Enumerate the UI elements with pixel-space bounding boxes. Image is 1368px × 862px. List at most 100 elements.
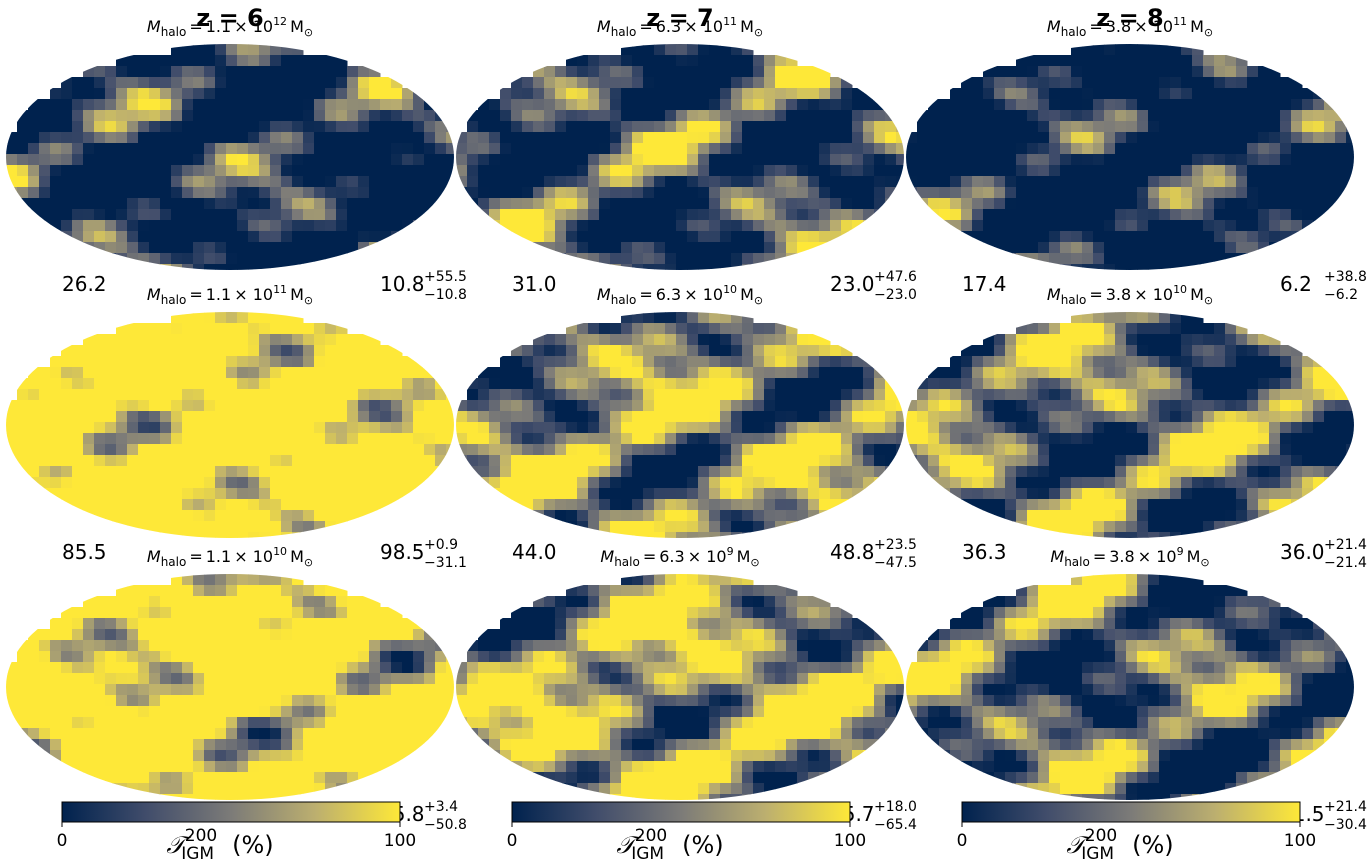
map-cell: [413, 411, 425, 423]
map-cell: [676, 433, 688, 445]
map-cell: [665, 521, 677, 533]
map-cell: [577, 121, 589, 133]
map-cell: [731, 695, 743, 707]
map-cell: [742, 88, 754, 100]
map-cell: [347, 422, 359, 434]
column-title: z = 6: [196, 4, 264, 32]
map-cell: [819, 640, 831, 652]
map-cell: [775, 739, 787, 751]
map-cell: [599, 695, 611, 707]
map-cell: [17, 466, 29, 478]
map-cell: [588, 66, 600, 78]
map-cell: [841, 499, 853, 511]
map-cell: [709, 55, 721, 67]
map-cell: [654, 411, 666, 423]
map-cell: [369, 143, 381, 155]
map-cell: [906, 132, 918, 144]
map-cell: [720, 66, 732, 78]
map-cell: [610, 231, 622, 243]
map-cell: [1027, 220, 1039, 232]
map-cell: [577, 706, 589, 718]
map-cell: [555, 198, 567, 210]
map-cell: [753, 176, 765, 188]
map-cell: [841, 389, 853, 401]
map-cell: [742, 629, 754, 641]
map-cell: [1082, 154, 1094, 166]
map-cell: [72, 367, 84, 379]
map-cell: [149, 187, 161, 199]
map-cell: [489, 198, 501, 210]
map-cell: [325, 444, 337, 456]
map-cell: [281, 356, 293, 368]
label-part: 10: [723, 283, 737, 296]
map-cell: [489, 422, 501, 434]
map-cell: [874, 695, 886, 707]
map-cell: [566, 88, 578, 100]
map-cell: [797, 389, 809, 401]
map-cell: [775, 99, 787, 111]
map-cell: [1027, 121, 1039, 133]
map-cell: [204, 110, 216, 122]
map-cell: [742, 132, 754, 144]
map-cell: [6, 411, 18, 423]
map-cell: [413, 455, 425, 467]
map-cell: [303, 187, 315, 199]
map-cell: [643, 220, 655, 232]
map-cell: [116, 684, 128, 696]
map-cell: [1302, 176, 1314, 188]
map-cell: [478, 717, 490, 729]
map-cell: [72, 132, 84, 144]
map-cell: [742, 77, 754, 89]
map-cell: [94, 187, 106, 199]
map-cell: [709, 356, 721, 368]
map-cell: [731, 165, 743, 177]
map-cell: [928, 110, 940, 122]
map-cell: [731, 176, 743, 188]
map-cell: [632, 728, 644, 740]
map-cell: [237, 488, 249, 500]
map-cell: [1005, 198, 1017, 210]
map-cell: [786, 323, 798, 335]
map-cell: [599, 323, 611, 335]
map-cell: [1049, 77, 1061, 89]
map-cell: [39, 422, 51, 434]
map-cell: [555, 400, 567, 412]
map-cell: [1291, 209, 1303, 221]
map-cell: [391, 345, 403, 357]
map-cell: [182, 110, 194, 122]
map-cell: [204, 154, 216, 166]
map-cell: [270, 400, 282, 412]
map-cell: [643, 77, 655, 89]
map-cell: [786, 209, 798, 221]
map-cell: [292, 264, 304, 270]
map-cell: [1082, 231, 1094, 243]
map-cell: [171, 411, 183, 423]
map-cell: [643, 488, 655, 500]
map-cell: [325, 121, 337, 133]
map-cell: [380, 110, 392, 122]
map-cell: [500, 121, 512, 133]
map-cell: [358, 629, 370, 641]
map-cell: [588, 772, 600, 784]
map-cell: [6, 684, 18, 696]
map-cell: [599, 154, 611, 166]
map-cell: [687, 143, 699, 155]
map-cell: [314, 717, 326, 729]
map-cell: [599, 499, 611, 511]
map-cell: [1335, 110, 1347, 122]
map-cell: [424, 651, 436, 663]
map-cell: [786, 121, 798, 133]
map-cell: [1038, 88, 1050, 100]
map-cell: [489, 717, 501, 729]
map-cell: [424, 367, 436, 379]
map-cell: [105, 662, 117, 674]
map-cell: [138, 717, 150, 729]
map-cell: [808, 220, 820, 232]
map-cell: [292, 88, 304, 100]
map-cell: [972, 99, 984, 111]
map-cell: [764, 242, 776, 254]
map-cell: [39, 132, 51, 144]
map-cell: [643, 400, 655, 412]
map-cell: [259, 673, 271, 685]
map-cell: [325, 433, 337, 445]
